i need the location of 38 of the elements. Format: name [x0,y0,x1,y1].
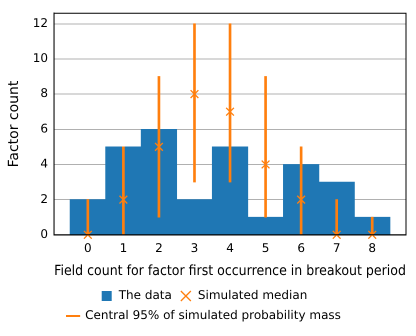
bar [300,146,302,235]
bar [122,146,125,235]
x-tick-label: 6 [297,241,305,256]
point [225,107,235,116]
y-tick-label: 6 [40,121,48,136]
bar [228,23,232,182]
y-tick-label: 8 [40,86,48,100]
x-tick-label: 7 [332,241,340,256]
y-tick-label: 2 [40,192,48,206]
y-tick-label: 4 [40,156,48,171]
point [261,160,270,169]
point [118,195,128,204]
point [296,195,306,204]
y-tick-label: 12 [32,16,48,30]
x-tick-label: 2 [155,241,163,256]
legend-label: The data [118,288,172,302]
x-axis-title: Field count for factor first occurrence in breakout period [54,264,406,280]
x-tick-label: 8 [368,241,376,256]
x-tick-label: 4 [226,241,234,256]
y-tick-label: 0 [40,226,48,241]
x-tick-label: 3 [190,241,198,256]
bar [264,76,267,218]
legend-label: Simulated median [198,288,308,302]
point [83,230,92,240]
bar [335,199,338,235]
bar [158,76,160,218]
point [332,230,342,240]
x-tick-label: 0 [84,241,92,256]
y-tick-label: 10 [32,51,48,66]
x-tick-label: 1 [120,241,128,256]
legend-label: Central 95% of simulated probability mass [85,308,341,322]
y-axis-title: Factor count [6,80,22,168]
bar [86,199,90,235]
point [190,90,200,99]
x-tick-label: 5 [262,241,270,256]
bar [193,23,196,182]
point [368,230,377,240]
point [154,142,164,152]
